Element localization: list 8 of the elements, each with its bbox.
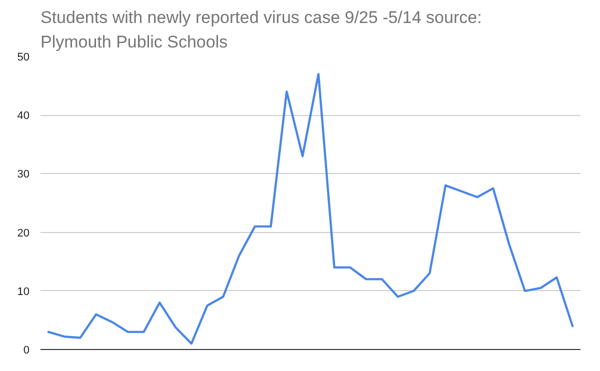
line-series xyxy=(47,72,574,345)
chart-title: Students with newly reported virus case 9/25 -5/14 source: Plymouth Public Schools xyxy=(40,8,482,52)
y-tick-label: 30 xyxy=(17,168,30,181)
y-tick-label: 20 xyxy=(17,227,30,240)
y-tick-label: 0 xyxy=(23,344,30,356)
y-tick-label: 10 xyxy=(17,286,30,298)
y-tick-label: 50 xyxy=(17,52,30,64)
y-tick-label: 40 xyxy=(17,110,30,122)
